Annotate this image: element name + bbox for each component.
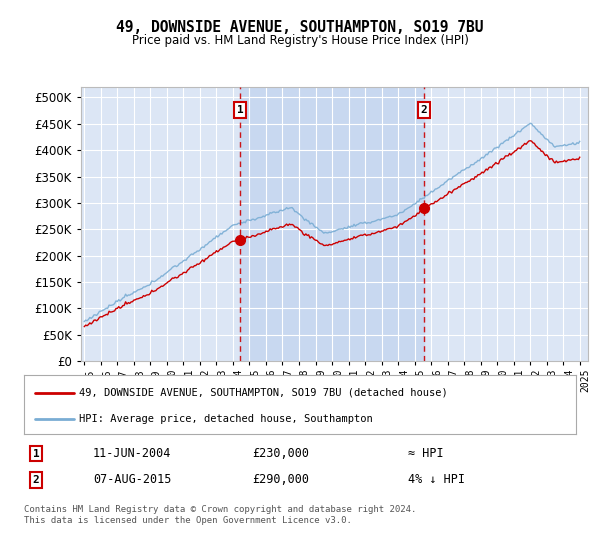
Text: £230,000: £230,000 bbox=[252, 447, 309, 460]
Text: 2: 2 bbox=[421, 105, 428, 115]
Text: 49, DOWNSIDE AVENUE, SOUTHAMPTON, SO19 7BU: 49, DOWNSIDE AVENUE, SOUTHAMPTON, SO19 7… bbox=[116, 20, 484, 35]
Text: ≈ HPI: ≈ HPI bbox=[408, 447, 443, 460]
Text: HPI: Average price, detached house, Southampton: HPI: Average price, detached house, Sout… bbox=[79, 414, 373, 424]
Text: 1: 1 bbox=[32, 449, 40, 459]
Text: 1: 1 bbox=[237, 105, 244, 115]
Text: Price paid vs. HM Land Registry's House Price Index (HPI): Price paid vs. HM Land Registry's House … bbox=[131, 34, 469, 46]
Text: Contains HM Land Registry data © Crown copyright and database right 2024.
This d: Contains HM Land Registry data © Crown c… bbox=[24, 505, 416, 525]
Text: 11-JUN-2004: 11-JUN-2004 bbox=[93, 447, 172, 460]
Text: 4% ↓ HPI: 4% ↓ HPI bbox=[408, 473, 465, 487]
Text: £290,000: £290,000 bbox=[252, 473, 309, 487]
Bar bbox=[240, 87, 424, 361]
Text: 07-AUG-2015: 07-AUG-2015 bbox=[93, 473, 172, 487]
Text: 49, DOWNSIDE AVENUE, SOUTHAMPTON, SO19 7BU (detached house): 49, DOWNSIDE AVENUE, SOUTHAMPTON, SO19 7… bbox=[79, 388, 448, 398]
Text: 2: 2 bbox=[32, 475, 40, 485]
